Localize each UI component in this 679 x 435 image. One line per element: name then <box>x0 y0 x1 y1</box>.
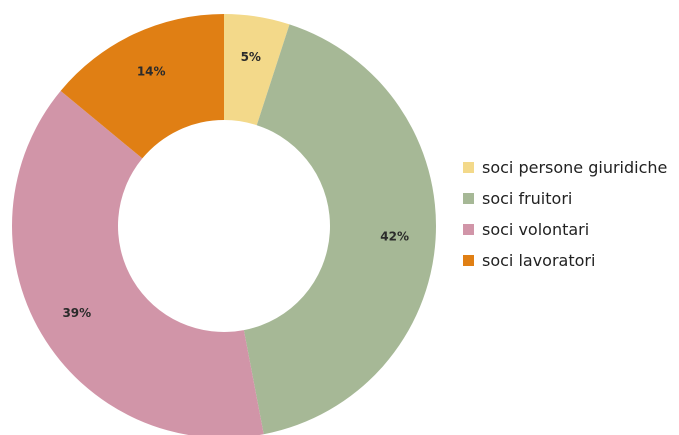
chart-legend: soci persone giuridiche soci fruitori so… <box>463 156 667 280</box>
slice-label-soci-lavoratori: 14% <box>137 64 166 78</box>
slice-label-soci-fruitori: 42% <box>380 230 409 244</box>
legend-swatch-soci-lavoratori <box>463 255 474 266</box>
legend-label-soci-persone-giuridiche: soci persone giuridiche <box>482 158 668 177</box>
slice-soci-lavoratori[interactable] <box>60 14 225 159</box>
legend-item-soci-lavoratori[interactable]: soci lavoratori <box>463 249 667 272</box>
slice-soci-persone-giuridiche[interactable] <box>224 14 290 126</box>
donut-chart: 5% 42% 39% 14% <box>12 14 437 435</box>
legend-swatch-soci-fruitori <box>463 193 474 204</box>
legend-label-soci-volontari: soci volontari <box>482 220 590 239</box>
legend-label-soci-fruitori: soci fruitori <box>482 189 573 208</box>
slice-label-soci-persone-giuridiche: 5% <box>241 50 261 64</box>
slice-soci-volontari[interactable] <box>12 90 264 435</box>
legend-item-soci-volontari[interactable]: soci volontari <box>463 218 667 241</box>
legend-swatch-soci-volontari <box>463 224 474 235</box>
legend-swatch-soci-persone-giuridiche <box>463 162 474 173</box>
legend-item-soci-fruitori[interactable]: soci fruitori <box>463 187 667 210</box>
legend-label-soci-lavoratori: soci lavoratori <box>482 251 596 270</box>
slice-soci-fruitori[interactable] <box>243 24 437 435</box>
slice-label-soci-volontari: 39% <box>62 306 91 320</box>
legend-item-soci-persone-giuridiche[interactable]: soci persone giuridiche <box>463 156 667 179</box>
